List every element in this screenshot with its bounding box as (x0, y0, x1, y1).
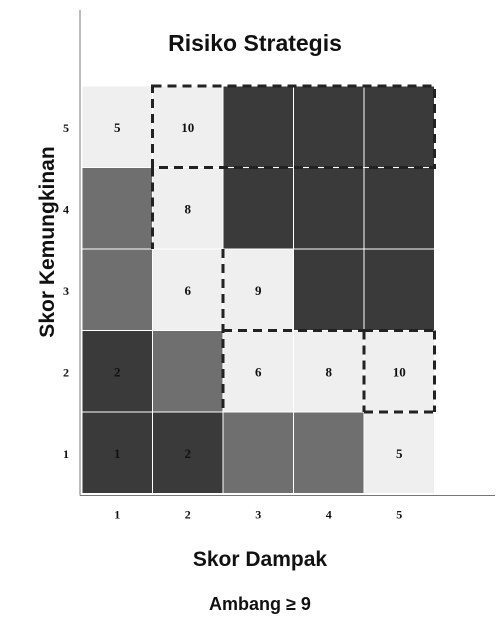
heatmap-cell: 5 (81, 85, 153, 168)
cell-rect (222, 248, 294, 331)
cell-rect (293, 411, 365, 494)
heatmap-cell (363, 248, 435, 331)
cell-rect (293, 248, 365, 331)
y-tick-label: 4 (63, 202, 69, 216)
heatmap-cell (81, 248, 153, 331)
cell-rect (363, 330, 435, 413)
cell-rect (81, 411, 153, 494)
heatmap-cell (222, 85, 294, 168)
y-tick-label: 1 (63, 447, 69, 461)
cell-rect (363, 411, 435, 494)
heatmap-cell (152, 330, 224, 413)
cell-rect (81, 167, 153, 250)
heatmap-cell (222, 167, 294, 250)
heatmap-cell: 2 (81, 330, 153, 413)
cell-label: 2 (114, 364, 121, 379)
cell-rect (222, 411, 294, 494)
cell-label: 6 (255, 364, 262, 379)
y-tick-label: 3 (63, 284, 69, 298)
cell-label: 8 (185, 201, 192, 216)
cell-rect (222, 330, 294, 413)
heatmap-cell (222, 411, 294, 494)
x-tick-label: 3 (255, 508, 261, 522)
x-axis-label: Skor Dampak (192, 548, 328, 571)
cell-rect (152, 167, 224, 250)
heatmap-cell: 8 (293, 330, 365, 413)
heatmap-cell: 6 (222, 330, 294, 413)
heatmap-cell: 8 (152, 167, 224, 250)
heatmap-cell: 2 (152, 411, 224, 494)
threshold-note: Ambang ≥ 9 (209, 594, 311, 614)
cell-rect (152, 411, 224, 494)
cell-label: 10 (393, 364, 406, 379)
heatmap-cell (363, 167, 435, 250)
chart-title: Risiko Strategis (168, 30, 342, 56)
threshold-box-top (151, 84, 436, 169)
heatmap-cell (293, 85, 365, 168)
heatmap-cell: 5 (363, 411, 435, 494)
cell-rect (363, 248, 435, 331)
x-tick-label: 4 (326, 508, 332, 522)
y-tick-label: 5 (63, 121, 69, 135)
cell-rect (222, 85, 294, 168)
cell-rect (222, 167, 294, 250)
cell-rect (152, 330, 224, 413)
heatmap-cell: 6 (152, 248, 224, 331)
cell-label: 6 (185, 283, 192, 298)
cell-rect (81, 330, 153, 413)
cell-rect (363, 167, 435, 250)
x-tick-label: 1 (114, 508, 120, 522)
heatmap-cell: 9 (222, 248, 294, 331)
cell-rect (81, 85, 153, 168)
heatmap-cell (81, 167, 153, 250)
cell-label: 5 (114, 120, 121, 135)
cell-label: 5 (396, 446, 403, 461)
x-tick-label: 2 (185, 508, 191, 522)
cell-label: 1 (114, 446, 121, 461)
cell-rect (152, 248, 224, 331)
heatmap-cell (293, 411, 365, 494)
heatmap-cell (293, 248, 365, 331)
cell-label: 10 (181, 120, 194, 135)
heatmap-cell: 1 (81, 411, 153, 494)
cell-rect (363, 85, 435, 168)
cell-rect (81, 248, 153, 331)
cell-label: 9 (255, 283, 262, 298)
cell-label: 8 (326, 364, 333, 379)
heatmap-cell: 10 (363, 330, 435, 413)
cell-rect (293, 85, 365, 168)
heatmap-cell: 10 (152, 85, 224, 168)
heatmap-cell (293, 167, 365, 250)
cell-label: 2 (185, 446, 192, 461)
cell-rect (293, 167, 365, 250)
heatmap-cell (363, 85, 435, 168)
y-tick-label: 2 (63, 365, 69, 379)
x-tick-label: 5 (396, 508, 402, 522)
